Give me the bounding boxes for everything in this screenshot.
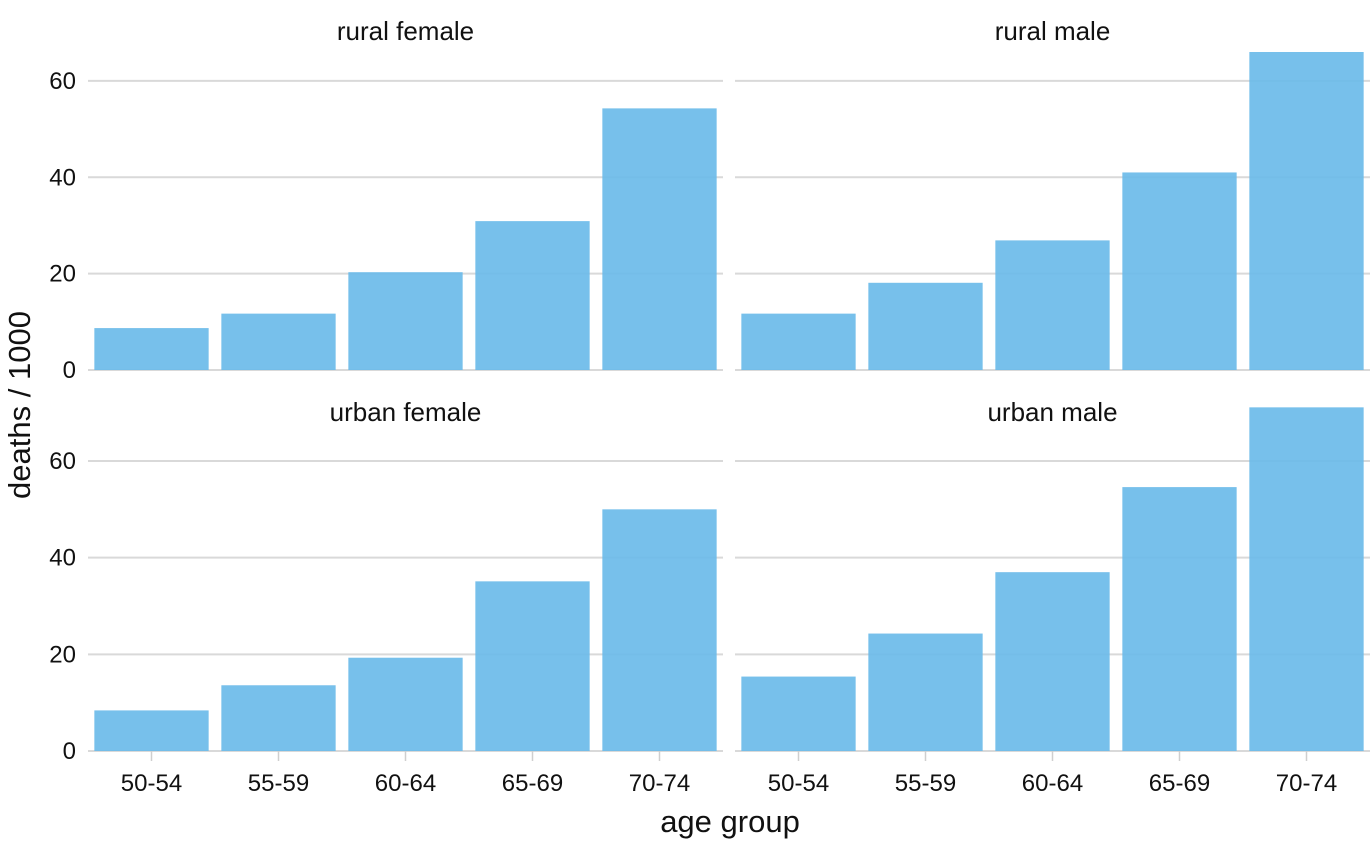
x-tick-label: 70-74 [629,770,690,797]
panel-1: rural male [735,16,1370,371]
y-tick-label: 60 [49,68,76,95]
bar [1122,487,1237,751]
y-tick-label: 0 [63,738,76,765]
y-tick-label: 40 [49,164,76,191]
bar [868,633,983,751]
panel-3: urban male 50-54 55-59 60-64 65-69 70-74 [735,397,1370,797]
bar [995,572,1110,751]
x-tick-label: 60-64 [1022,770,1083,797]
panel-title: urban female [330,397,482,427]
bar [475,581,590,751]
bar [1249,52,1364,370]
bar [94,710,209,751]
x-tick-label: 65-69 [502,770,563,797]
y-tick-label: 20 [49,641,76,668]
x-axis-title: age group [660,804,800,839]
panel-2: urban female 0 20 40 60 50-54 55-59 60-64 65-69 7… [49,397,723,797]
bar [348,657,463,751]
bar [94,328,209,370]
bar [602,108,717,370]
x-tick-label: 50-54 [121,770,182,797]
x-tick-label: 55-59 [895,770,956,797]
x-tick-label: 70-74 [1276,770,1337,797]
bar [348,272,463,370]
bar [602,509,717,751]
y-axis-title: deaths / 1000 [2,311,37,499]
y-tick-label: 40 [49,545,76,572]
bar [741,676,856,751]
x-tick-label: 60-64 [375,770,436,797]
bar [995,240,1110,370]
panel-title: rural female [337,16,474,46]
x-tick-label: 50-54 [768,770,829,797]
y-tick-label: 20 [49,261,76,288]
y-tick-label: 60 [49,448,76,475]
x-tick-label: 65-69 [1149,770,1210,797]
x-tick-label: 55-59 [248,770,309,797]
bar [868,282,983,370]
bar [475,221,590,370]
bar [221,685,336,751]
panel-0: rural female 0 20 40 60 [49,16,723,384]
bar [1249,407,1364,751]
panel-title: rural male [995,16,1111,46]
y-tick-label: 0 [63,357,76,384]
bar [741,313,856,370]
panel-title: urban male [987,397,1117,427]
bar [1122,172,1237,370]
bar [221,313,336,370]
